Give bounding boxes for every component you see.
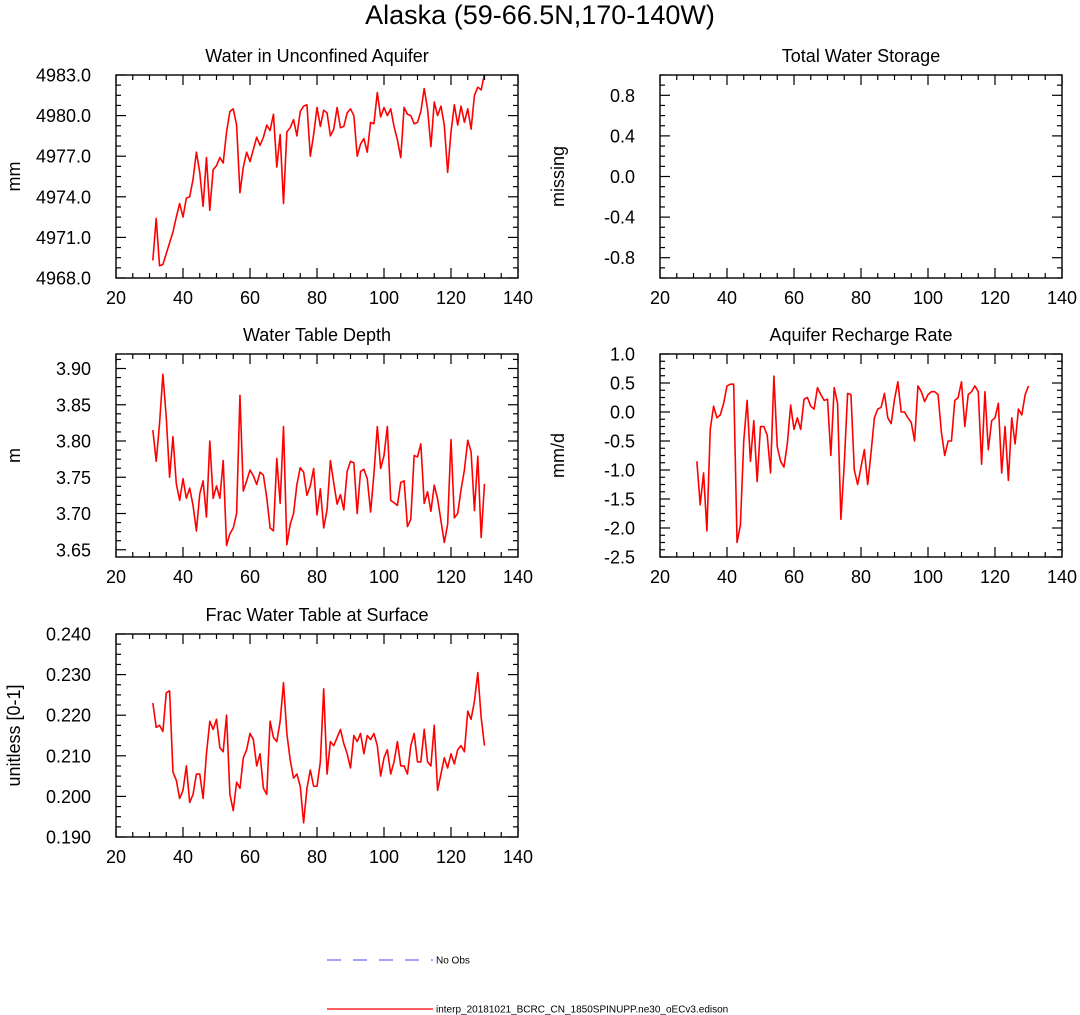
series-line [152,671,486,824]
chart-title: Water Table Depth [243,325,391,345]
x-tick-label: 100 [369,847,399,867]
y-tick-label: 0.230 [46,665,91,685]
y-tick-label: 0.0 [610,403,635,423]
plot-frame [659,74,1063,279]
x-tick-label: 140 [503,288,533,308]
y-tick-label: 4968.0 [36,269,91,289]
y-tick-label: 0.240 [46,625,91,645]
y-tick-label: 3.85 [56,395,91,415]
y-tick-label: 3.75 [56,468,91,488]
plot-frame [115,633,519,838]
x-tick-label: 100 [913,288,943,308]
x-tick-label: 40 [173,288,193,308]
x-tick-label: 140 [503,567,533,587]
y-tick-label: 4983.0 [36,66,91,86]
y-tick-label: 0.210 [46,746,91,766]
y-tick-label: 0.0 [610,167,635,187]
x-tick-label: 100 [369,567,399,587]
chart-water-unconfined-aquifer: Water in Unconfined Aquifer mm 20 40 60 80 100… [4,46,533,308]
series-line [152,373,486,547]
x-tick-label: 140 [1047,567,1077,587]
y-tick-label: 4977.0 [36,147,91,167]
series-line [152,75,486,267]
x-tick-label: 80 [307,288,327,308]
x-tick-label: 120 [436,847,466,867]
y-tick-label: 3.65 [56,540,91,560]
chart-panels: Water in Unconfined Aquifer mm 20 40 60 80 100… [4,46,1077,867]
chart-title: Water in Unconfined Aquifer [205,46,428,66]
chart-frac-water-table-surface: Frac Water Table at Surface unitless [0-1… [4,605,533,867]
x-tick-label: 120 [436,288,466,308]
x-tick-label: 60 [240,847,260,867]
y-tick-label: 4971.0 [36,228,91,248]
x-tick-label: 60 [240,288,260,308]
x-tick-label: 20 [106,288,126,308]
x-tick-label: 80 [851,567,871,587]
y-axis-label: unitless [0-1] [4,684,24,786]
y-tick-label: 4974.0 [36,187,91,207]
y-tick-label: 0.8 [610,86,635,106]
x-tick-label: 120 [980,567,1010,587]
x-tick-label: 140 [1047,288,1077,308]
chart-title: Total Water Storage [782,46,940,66]
chart-aquifer-recharge-rate: Aquifer Recharge Rate mm/d 20 40 60 80 100 120 1… [548,325,1077,587]
x-tick-label: 60 [784,288,804,308]
y-tick-label: -0.8 [604,248,635,268]
x-tick-label: 120 [436,567,466,587]
legend-model-label: interp_20181021_BCRC_CN_1850SPINUPP.ne30… [436,1005,728,1015]
y-tick-label: 3.90 [56,359,91,379]
x-tick-label: 80 [307,847,327,867]
x-tick-label: 40 [173,847,193,867]
x-tick-label: 40 [717,567,737,587]
y-tick-label: -1.0 [604,461,635,481]
x-tick-label: 100 [913,567,943,587]
y-tick-label: 1.0 [610,345,635,365]
x-tick-label: 60 [240,567,260,587]
x-tick-label: 120 [980,288,1010,308]
y-tick-label: -2.5 [604,548,635,568]
y-axis-label: mm [4,162,24,192]
legend-obs-label: No Obs [436,956,470,967]
chart-title: Aquifer Recharge Rate [769,325,952,345]
x-tick-label: 60 [784,567,804,587]
plot-frame [659,353,1063,558]
series-line [696,375,1030,544]
x-tick-label: 40 [173,567,193,587]
y-tick-label: -0.4 [604,208,635,228]
plot-frame [115,353,519,558]
y-tick-label: -0.5 [604,432,635,452]
x-tick-label: 100 [369,288,399,308]
chart-total-water-storage: Total Water Storage missing 20 40 60 80 100 120… [548,46,1077,308]
y-axis-label: mm/d [548,433,568,478]
y-tick-label: -2.0 [604,519,635,539]
x-tick-label: 20 [650,288,670,308]
chart-title: Frac Water Table at Surface [205,605,428,625]
x-tick-label: 80 [307,567,327,587]
x-tick-label: 20 [106,567,126,587]
x-tick-label: 20 [650,567,670,587]
figure-title: Alaska (59-66.5N,170-140W) [365,0,715,30]
y-axis-label: missing [548,146,568,207]
y-tick-label: 3.70 [56,504,91,524]
y-tick-label: 0.220 [46,706,91,726]
y-tick-label: 4980.0 [36,106,91,126]
chart-water-table-depth: Water Table Depth m 20 40 60 80 100 120 140 3.65 3… [4,325,533,587]
y-axis-label: m [4,448,24,463]
x-tick-label: 140 [503,847,533,867]
y-tick-label: 0.4 [610,126,635,146]
y-tick-label: 0.5 [610,374,635,394]
x-tick-label: 40 [717,288,737,308]
y-tick-label: 0.200 [46,787,91,807]
y-tick-label: -1.5 [604,490,635,510]
y-tick-label: 0.190 [46,828,91,848]
legend: No Obs interp_20181021_BCRC_CN_1850SPINU… [327,956,728,1015]
x-tick-label: 20 [106,847,126,867]
y-tick-label: 3.80 [56,432,91,452]
x-tick-label: 80 [851,288,871,308]
plot-frame [115,74,519,279]
